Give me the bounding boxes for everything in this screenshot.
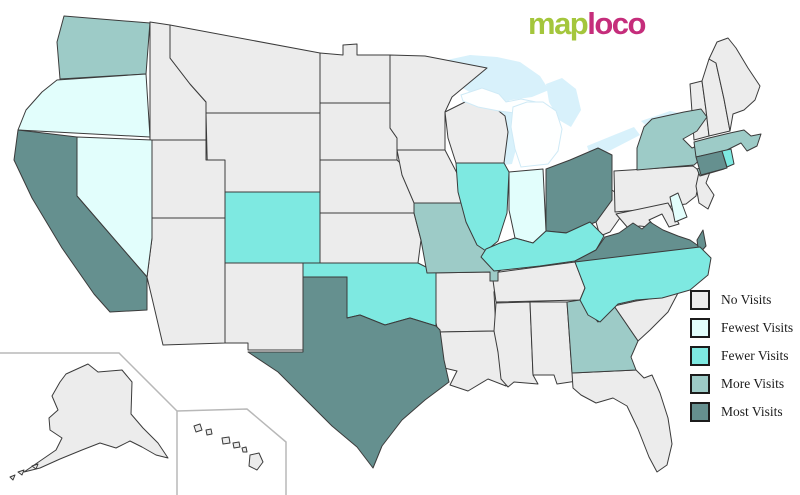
legend-label: More Visits (721, 375, 785, 391)
state-RI (721, 148, 735, 168)
legend-label: No Visits (721, 291, 772, 307)
state-KY (480, 221, 605, 272)
state-ME (708, 37, 761, 132)
map-legend: No Visits Fewest Visits Fewer Visits Mor… (690, 289, 800, 429)
legend-swatch-more-visits (690, 373, 710, 394)
state-AR (426, 271, 499, 333)
logo-text-map: map (528, 6, 589, 41)
lake-huron-shape (546, 78, 581, 127)
state-CO (224, 191, 321, 264)
alaska-aleutian-islands (9, 463, 39, 481)
state-CA (13, 129, 148, 313)
state-MN (389, 54, 488, 151)
logo-text-loco: loco (587, 6, 646, 41)
state-NC (574, 246, 712, 323)
state-AZ (146, 217, 226, 346)
legend-row-most-visits: Most Visits (690, 401, 800, 422)
legend-swatch-no-visits (690, 289, 710, 310)
state-TX (247, 276, 450, 469)
legend-row-fewest-visits: Fewest Visits (690, 317, 800, 338)
state-IN (508, 168, 547, 244)
state-FL (571, 369, 673, 473)
state-SD (319, 102, 398, 161)
state-DE (669, 192, 688, 223)
michigan-layer (460, 87, 563, 168)
state-AK (23, 363, 169, 473)
legend-label: Most Visits (721, 403, 783, 419)
state-KS (319, 212, 422, 264)
state-WA (56, 15, 151, 80)
legend-swatch-fewest-visits (690, 317, 710, 338)
legend-swatch-fewer-visits (690, 345, 710, 366)
legend-label: Fewer Visits (721, 347, 789, 363)
legend-row-fewer-visits: Fewer Visits (690, 345, 800, 366)
maploco-logo[interactable]: maploco (528, 6, 646, 41)
legend-row-no-visits: No Visits (690, 289, 800, 310)
state-OR (17, 73, 151, 138)
legend-row-more-visits: More Visits (690, 373, 800, 394)
hawaii-inset-border (176, 408, 287, 495)
states-layer (9, 15, 762, 481)
inset-borders (0, 352, 287, 495)
alaska-inset-border (0, 352, 178, 495)
state-HI (193, 423, 264, 471)
state-NJ (695, 165, 715, 210)
legend-label: Fewest Visits (721, 319, 794, 335)
state-CT (695, 150, 728, 176)
state-NM (224, 262, 304, 351)
legend-swatch-most-visits (690, 401, 710, 422)
state-MI (510, 101, 563, 168)
state-ND (319, 43, 391, 104)
